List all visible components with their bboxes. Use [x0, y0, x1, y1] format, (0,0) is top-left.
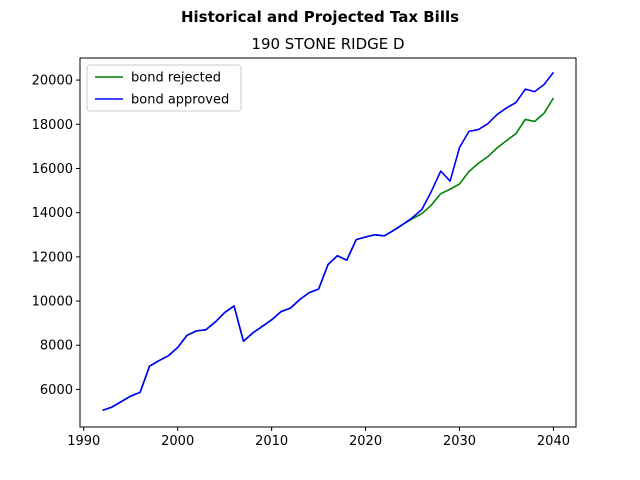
- axes-frame: [79, 57, 577, 428]
- y-tick-label-18000: 18000: [32, 118, 73, 133]
- plot-area: 1990 2000 2010 2020 2030 2040 6000 8000 10000 120…: [32, 57, 577, 449]
- chart-title: 190 STONE RIDGE D: [251, 35, 404, 53]
- legend-label-bond-rejected: bond rejected: [131, 71, 221, 86]
- legend-box: [86, 64, 242, 112]
- x-tick-label-2020: 2020: [349, 434, 382, 449]
- x-tick-label-2030: 2030: [443, 434, 476, 449]
- series-line-bond-approved: [102, 71, 555, 412]
- y-tick-label-20000: 20000: [32, 74, 73, 89]
- x-tick-label-1990: 1990: [67, 434, 100, 449]
- y-tick-label-16000: 16000: [32, 162, 73, 177]
- figure-suptitle: Historical and Projected Tax Bills: [181, 8, 459, 26]
- y-tick-label-12000: 12000: [32, 250, 73, 265]
- x-tick-label-2040: 2040: [537, 434, 570, 449]
- y-tick-label-10000: 10000: [32, 295, 73, 310]
- y-tick-label-6000: 6000: [40, 383, 73, 398]
- x-tick-label-2010: 2010: [255, 434, 288, 449]
- legend-label-bond-approved: bond approved: [131, 93, 229, 108]
- series-line-bond-rejected: [102, 97, 555, 412]
- y-tick-label-14000: 14000: [32, 206, 73, 221]
- y-tick-label-8000: 8000: [40, 339, 73, 354]
- x-tick-label-2000: 2000: [161, 434, 194, 449]
